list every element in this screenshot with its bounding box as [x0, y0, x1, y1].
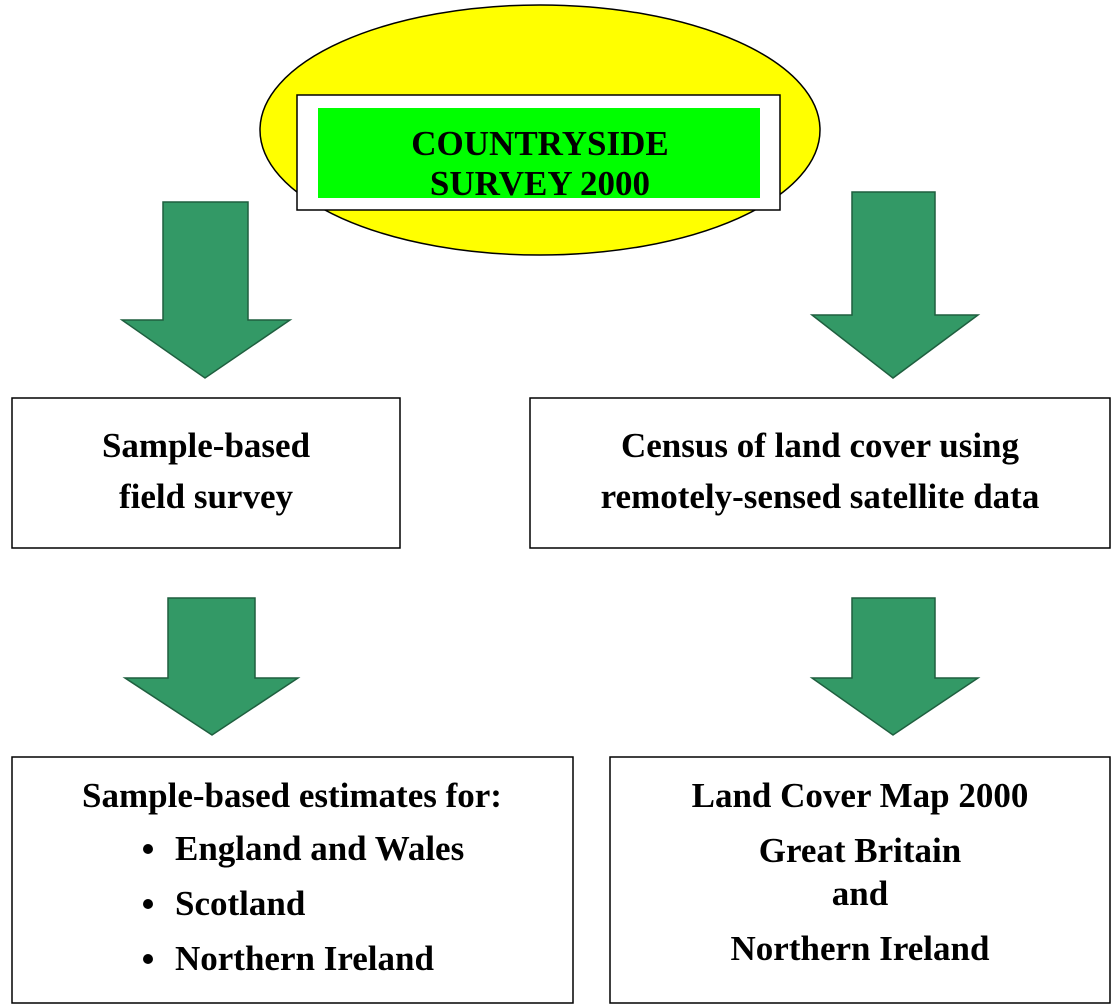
- list-item: England and Wales: [175, 829, 464, 868]
- bullet: [143, 954, 153, 964]
- list-item: Scotland: [175, 884, 306, 923]
- node-box: [609, 756, 1111, 1004]
- title-panel: [318, 108, 760, 198]
- bullet: [143, 899, 153, 909]
- node-box: [11, 397, 401, 549]
- node-text: remotely-sensed satellite data: [601, 477, 1040, 516]
- list-item: Northern Ireland: [175, 939, 434, 978]
- title-line: COUNTRYSIDE: [411, 124, 668, 163]
- title-line: SURVEY 2000: [430, 164, 650, 203]
- node-heading: Sample-based estimates for:: [82, 776, 502, 815]
- arrow: [809, 191, 981, 379]
- node-text: Great Britain: [759, 831, 962, 870]
- node-box: [529, 397, 1111, 549]
- node-box: [11, 756, 574, 1004]
- node-heading: Land Cover Map 2000: [692, 776, 1029, 815]
- arrow: [809, 597, 981, 736]
- bullet: [143, 844, 153, 854]
- node-text: Northern Ireland: [731, 929, 990, 968]
- node-text: Sample-based: [102, 426, 311, 465]
- arrow: [122, 597, 301, 736]
- node-text: and: [832, 874, 889, 913]
- arrow: [119, 201, 293, 379]
- node-text: field survey: [119, 477, 294, 516]
- node-text: Census of land cover using: [621, 426, 1020, 465]
